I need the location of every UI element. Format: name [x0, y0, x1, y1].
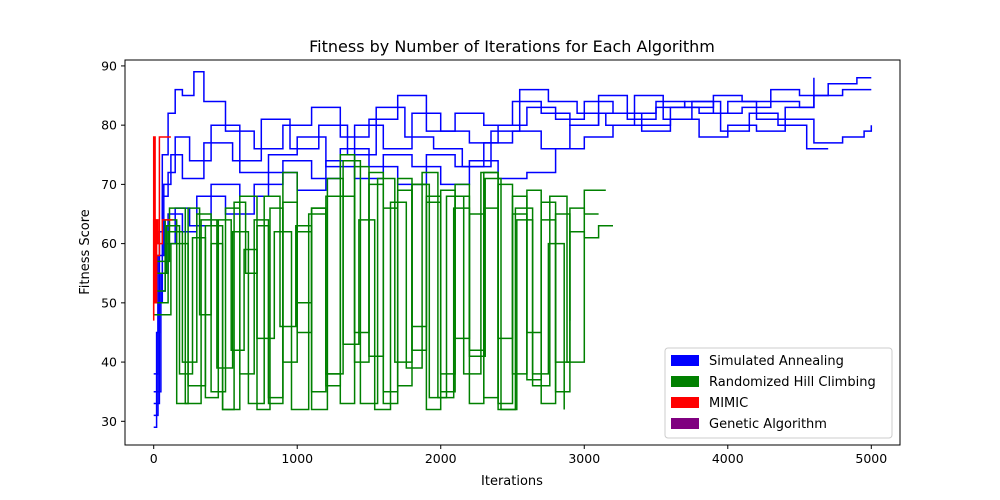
x-tick-label: 1000: [281, 451, 313, 466]
y-tick-label: 40: [101, 355, 117, 370]
series-line: [152, 219, 173, 315]
legend-entry-label: Simulated Annealing: [709, 354, 844, 369]
legend-box: [664, 347, 893, 439]
x-tick-label: 0: [150, 451, 158, 466]
y-tick-label: 80: [101, 118, 117, 133]
plot-frame: [124, 59, 901, 446]
x-axis: 0 1000 2000 3000 4000 5000: [150, 445, 887, 466]
legend-swatch: [671, 355, 699, 366]
x-tick-label: 4000: [712, 451, 744, 466]
series-line: [153, 171, 565, 411]
series-line: [153, 165, 571, 411]
legend: Simulated Annealing Randomized Hill Climb…: [664, 347, 893, 439]
plot-area: [152, 71, 873, 428]
y-tick-label: 90: [101, 58, 117, 73]
y-tick-label: 50: [101, 295, 117, 310]
series-line: [153, 159, 606, 411]
legend-entry-label: MIMIC: [709, 396, 748, 411]
x-tick-label: 5000: [855, 451, 887, 466]
y-axis: 30 40 50 60 70 80 90: [101, 58, 125, 429]
legend-swatch: [671, 397, 699, 408]
series-mimic: [152, 136, 173, 321]
legend-entry-label: Genetic Algorithm: [709, 417, 827, 432]
y-tick-label: 60: [101, 236, 117, 251]
x-tick-label: 2000: [425, 451, 457, 466]
legend-swatch: [671, 418, 699, 429]
series-simulated-annealing: [153, 71, 873, 428]
series-line: [153, 118, 873, 405]
series-line: [153, 88, 872, 417]
series-line: [153, 88, 829, 375]
x-tick-label: 3000: [568, 451, 600, 466]
series-line: [153, 154, 599, 411]
series-randomized-hill-climbing: [153, 154, 613, 411]
legend-entry-label: Randomized Hill Climbing: [709, 375, 876, 390]
x-axis-label: Iterations: [481, 474, 543, 489]
y-tick-label: 30: [101, 414, 117, 429]
y-tick-label: 70: [101, 177, 117, 192]
y-axis-label: Fitness Score: [78, 209, 93, 295]
chart-title: Fitness by Number of Iterations for Each…: [309, 37, 715, 56]
series-line: [153, 77, 815, 393]
legend-swatch: [671, 376, 699, 387]
